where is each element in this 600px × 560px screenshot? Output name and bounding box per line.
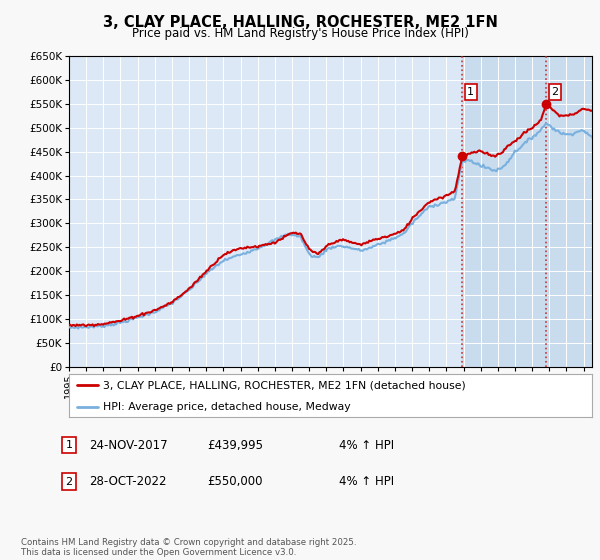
Text: 2: 2	[65, 477, 73, 487]
Text: 1: 1	[467, 87, 475, 97]
Text: Price paid vs. HM Land Registry's House Price Index (HPI): Price paid vs. HM Land Registry's House …	[131, 27, 469, 40]
Text: 4% ↑ HPI: 4% ↑ HPI	[339, 475, 394, 488]
Text: 28-OCT-2022: 28-OCT-2022	[89, 475, 166, 488]
Bar	[547, 56, 592, 367]
Text: £550,000: £550,000	[207, 475, 263, 488]
Bar	[462, 56, 592, 367]
Text: HPI: Average price, detached house, Medway: HPI: Average price, detached house, Medw…	[103, 402, 350, 412]
Text: 4% ↑ HPI: 4% ↑ HPI	[339, 438, 394, 452]
Text: £439,995: £439,995	[207, 438, 263, 452]
Text: 24-NOV-2017: 24-NOV-2017	[89, 438, 167, 452]
Text: 3, CLAY PLACE, HALLING, ROCHESTER, ME2 1FN (detached house): 3, CLAY PLACE, HALLING, ROCHESTER, ME2 1…	[103, 380, 466, 390]
Text: 1: 1	[65, 440, 73, 450]
Text: 3, CLAY PLACE, HALLING, ROCHESTER, ME2 1FN: 3, CLAY PLACE, HALLING, ROCHESTER, ME2 1…	[103, 15, 497, 30]
Text: 2: 2	[551, 87, 559, 97]
Text: Contains HM Land Registry data © Crown copyright and database right 2025.
This d: Contains HM Land Registry data © Crown c…	[21, 538, 356, 557]
